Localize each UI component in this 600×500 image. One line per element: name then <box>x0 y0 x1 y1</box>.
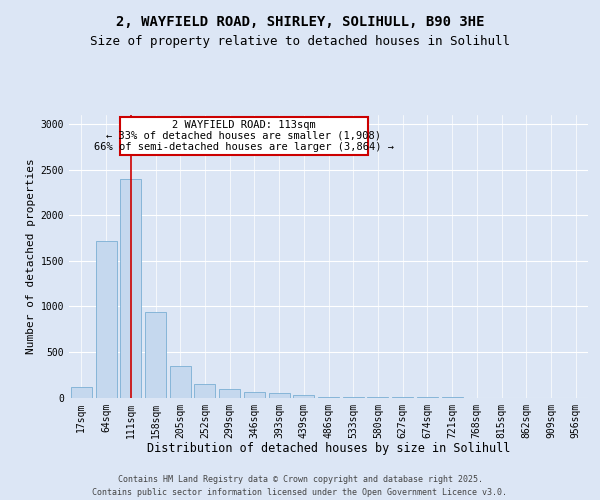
Text: 2 WAYFIELD ROAD: 113sqm: 2 WAYFIELD ROAD: 113sqm <box>172 120 316 130</box>
Bar <box>269 394 290 398</box>
Bar <box>71 387 92 398</box>
Bar <box>219 390 240 398</box>
Text: 2, WAYFIELD ROAD, SHIRLEY, SOLIHULL, B90 3HE: 2, WAYFIELD ROAD, SHIRLEY, SOLIHULL, B90… <box>116 16 484 30</box>
Bar <box>293 395 314 398</box>
Bar <box>95 241 116 398</box>
Text: Size of property relative to detached houses in Solihull: Size of property relative to detached ho… <box>90 34 510 48</box>
Text: Contains public sector information licensed under the Open Government Licence v3: Contains public sector information licen… <box>92 488 508 497</box>
X-axis label: Distribution of detached houses by size in Solihull: Distribution of detached houses by size … <box>147 442 510 455</box>
Bar <box>120 179 141 398</box>
Bar <box>194 384 215 398</box>
Text: ← 33% of detached houses are smaller (1,908): ← 33% of detached houses are smaller (1,… <box>106 131 382 141</box>
Bar <box>244 392 265 398</box>
Text: Contains HM Land Registry data © Crown copyright and database right 2025.: Contains HM Land Registry data © Crown c… <box>118 474 482 484</box>
Bar <box>170 366 191 398</box>
Y-axis label: Number of detached properties: Number of detached properties <box>26 158 37 354</box>
Text: 66% of semi-detached houses are larger (3,864) →: 66% of semi-detached houses are larger (… <box>94 142 394 152</box>
FancyBboxPatch shape <box>119 117 368 155</box>
Bar <box>145 312 166 398</box>
